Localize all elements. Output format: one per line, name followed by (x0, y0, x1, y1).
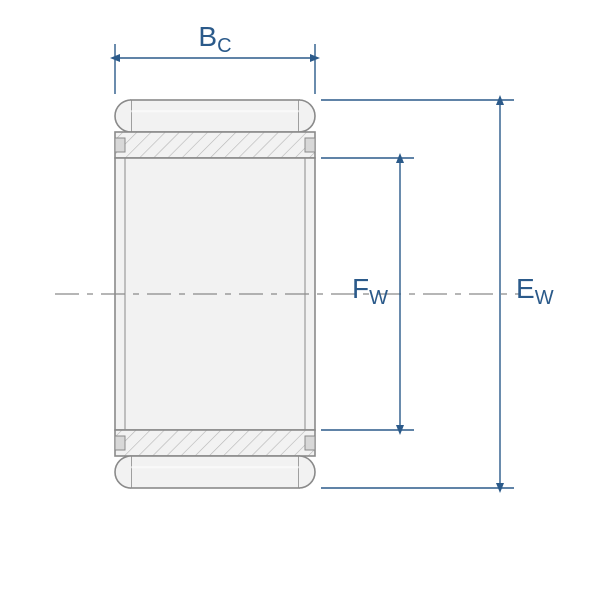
svg-text:BC: BC (198, 21, 231, 57)
bearing-cross-section-diagram: BC FW EW (0, 0, 600, 600)
svg-text:FW: FW (352, 273, 388, 309)
svg-text:EW: EW (516, 273, 554, 309)
